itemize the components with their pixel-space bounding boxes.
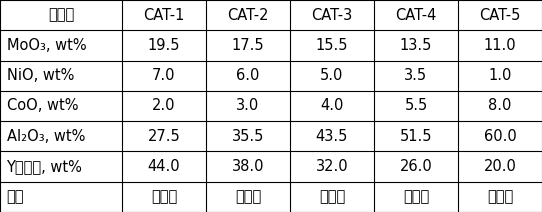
Text: 圆柱条: 圆柱条 [403, 189, 429, 204]
Text: 1.0: 1.0 [488, 68, 512, 83]
Text: CAT-1: CAT-1 [143, 8, 185, 23]
Text: CAT-4: CAT-4 [395, 8, 437, 23]
Text: 35.5: 35.5 [232, 129, 264, 144]
Text: 26.0: 26.0 [399, 159, 433, 174]
Text: 17.5: 17.5 [231, 38, 264, 53]
Text: 形状: 形状 [7, 189, 24, 204]
Text: 38.0: 38.0 [232, 159, 264, 174]
Text: CoO, wt%: CoO, wt% [7, 99, 78, 113]
Text: 圆柱条: 圆柱条 [151, 189, 177, 204]
Text: 2.0: 2.0 [152, 99, 176, 113]
Text: 19.5: 19.5 [148, 38, 180, 53]
Text: 圆柱条: 圆柱条 [487, 189, 513, 204]
Text: 圆柱条: 圆柱条 [235, 189, 261, 204]
Text: 44.0: 44.0 [147, 159, 180, 174]
Text: CAT-5: CAT-5 [479, 8, 521, 23]
Text: Y分子筛, wt%: Y分子筛, wt% [7, 159, 82, 174]
Text: 20.0: 20.0 [483, 159, 517, 174]
Text: CAT-3: CAT-3 [311, 8, 353, 23]
Text: MoO₃, wt%: MoO₃, wt% [7, 38, 86, 53]
Text: 51.5: 51.5 [400, 129, 432, 144]
Text: 60.0: 60.0 [483, 129, 517, 144]
Text: 13.5: 13.5 [400, 38, 432, 53]
Text: NiO, wt%: NiO, wt% [7, 68, 74, 83]
Text: 15.5: 15.5 [316, 38, 348, 53]
Text: 5.5: 5.5 [404, 99, 428, 113]
Text: 43.5: 43.5 [316, 129, 348, 144]
Text: 圆柱条: 圆柱条 [319, 189, 345, 204]
Text: 27.5: 27.5 [147, 129, 180, 144]
Text: 3.5: 3.5 [404, 68, 428, 83]
Text: CAT-2: CAT-2 [227, 8, 269, 23]
Text: 催化剂: 催化剂 [48, 8, 74, 23]
Text: 8.0: 8.0 [488, 99, 512, 113]
Text: Al₂O₃, wt%: Al₂O₃, wt% [7, 129, 85, 144]
Text: 5.0: 5.0 [320, 68, 344, 83]
Text: 4.0: 4.0 [320, 99, 344, 113]
Text: 3.0: 3.0 [236, 99, 260, 113]
Text: 32.0: 32.0 [315, 159, 349, 174]
Text: 7.0: 7.0 [152, 68, 176, 83]
Text: 6.0: 6.0 [236, 68, 260, 83]
Text: 11.0: 11.0 [483, 38, 517, 53]
